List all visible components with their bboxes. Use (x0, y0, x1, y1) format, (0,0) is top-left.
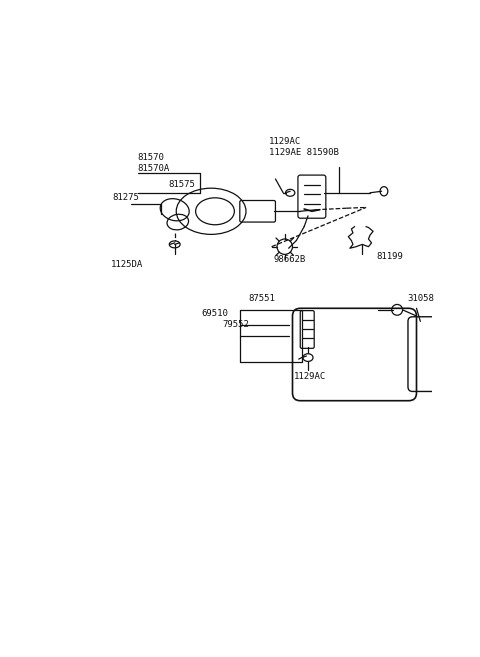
Text: 81199: 81199 (376, 252, 403, 261)
Text: 31058: 31058 (407, 294, 434, 303)
Text: 81570A: 81570A (137, 164, 170, 173)
Text: 79552: 79552 (223, 320, 250, 328)
Text: 1129AC: 1129AC (269, 137, 301, 147)
Text: 1129AC: 1129AC (294, 372, 326, 381)
Text: 81575: 81575 (168, 179, 195, 189)
Text: 69510: 69510 (201, 309, 228, 318)
Text: 87551: 87551 (248, 294, 275, 303)
Text: 1125DA: 1125DA (110, 260, 143, 269)
Text: 1129AE 81590B: 1129AE 81590B (269, 148, 339, 157)
Text: 98662B: 98662B (274, 255, 306, 264)
Text: 81570: 81570 (137, 154, 164, 162)
Text: 81275: 81275 (113, 194, 140, 202)
